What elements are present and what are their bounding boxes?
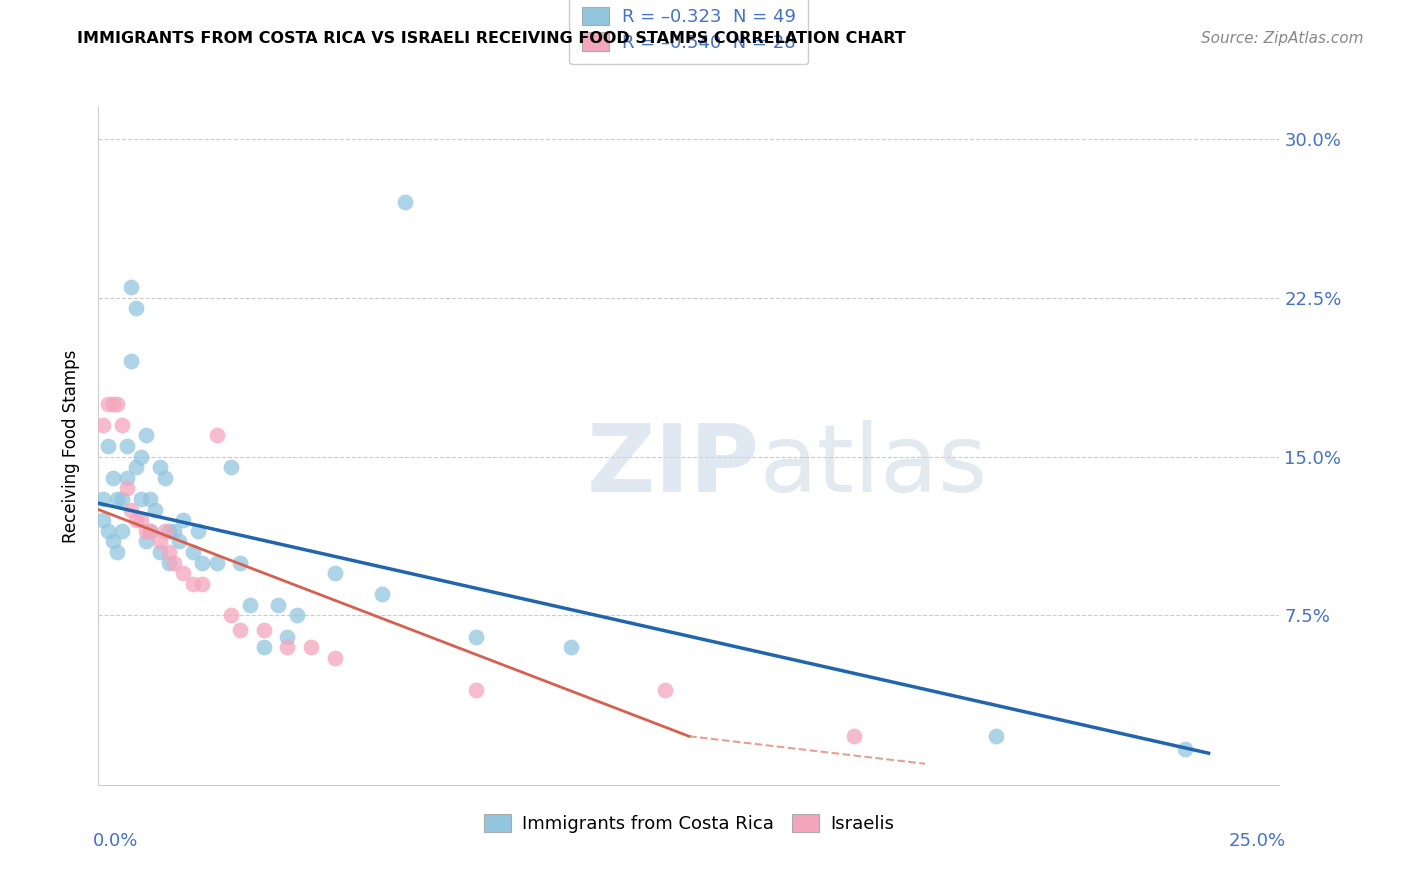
Point xyxy=(1174,742,1197,756)
Point xyxy=(219,460,242,475)
Point xyxy=(121,280,143,294)
Point xyxy=(129,491,152,506)
Point xyxy=(111,491,134,506)
Point xyxy=(276,630,298,644)
Point xyxy=(239,598,262,612)
Point xyxy=(97,396,120,410)
Point xyxy=(205,428,228,442)
Point xyxy=(143,502,166,516)
Point xyxy=(97,524,120,538)
Point xyxy=(229,624,252,638)
Point xyxy=(181,576,204,591)
Point xyxy=(101,471,124,485)
Point xyxy=(276,640,298,655)
Point xyxy=(139,524,162,538)
Point xyxy=(129,450,152,464)
Point xyxy=(129,513,152,527)
Point xyxy=(229,556,252,570)
Point xyxy=(172,513,194,527)
Point xyxy=(125,301,148,316)
Point xyxy=(163,524,186,538)
Point xyxy=(187,524,209,538)
Text: 25.0%: 25.0% xyxy=(1229,832,1285,850)
Text: IMMIGRANTS FROM COSTA RICA VS ISRAELI RECEIVING FOOD STAMPS CORRELATION CHART: IMMIGRANTS FROM COSTA RICA VS ISRAELI RE… xyxy=(77,31,905,46)
Point xyxy=(191,576,214,591)
Text: ZIP: ZIP xyxy=(586,420,759,512)
Point xyxy=(654,682,676,697)
Point xyxy=(163,556,186,570)
Y-axis label: Receiving Food Stamps: Receiving Food Stamps xyxy=(62,350,80,542)
Point xyxy=(560,640,582,655)
Point xyxy=(844,729,866,743)
Point xyxy=(285,608,308,623)
Point xyxy=(465,682,488,697)
Text: 0.0%: 0.0% xyxy=(93,832,138,850)
Point xyxy=(167,534,190,549)
Point xyxy=(97,439,120,453)
Point xyxy=(101,396,124,410)
Point xyxy=(135,534,157,549)
Text: Source: ZipAtlas.com: Source: ZipAtlas.com xyxy=(1201,31,1364,46)
Point xyxy=(111,417,134,432)
Point xyxy=(125,460,148,475)
Point xyxy=(153,471,176,485)
Point xyxy=(121,354,143,368)
Point xyxy=(219,608,242,623)
Point xyxy=(157,545,180,559)
Point xyxy=(101,534,124,549)
Point xyxy=(149,534,172,549)
Point xyxy=(149,460,172,475)
Point xyxy=(115,439,138,453)
Point xyxy=(205,556,228,570)
Point xyxy=(91,417,114,432)
Point xyxy=(153,524,176,538)
Point xyxy=(91,491,114,506)
Point xyxy=(91,513,114,527)
Point xyxy=(465,630,488,644)
Point xyxy=(111,524,134,538)
Point xyxy=(984,729,1007,743)
Point xyxy=(139,524,162,538)
Point xyxy=(181,545,204,559)
Point xyxy=(253,640,276,655)
Point xyxy=(121,502,143,516)
Point xyxy=(105,396,128,410)
Point xyxy=(323,651,346,665)
Point xyxy=(115,482,138,496)
Point xyxy=(135,428,157,442)
Point xyxy=(105,491,128,506)
Point xyxy=(149,545,172,559)
Point xyxy=(191,556,214,570)
Point xyxy=(299,640,322,655)
Point xyxy=(157,556,180,570)
Point xyxy=(139,491,162,506)
Point xyxy=(135,524,157,538)
Legend: Immigrants from Costa Rica, Israelis: Immigrants from Costa Rica, Israelis xyxy=(474,803,904,844)
Point xyxy=(157,524,180,538)
Point xyxy=(105,545,128,559)
Point xyxy=(371,587,394,601)
Point xyxy=(125,513,148,527)
Point xyxy=(253,624,276,638)
Point xyxy=(323,566,346,581)
Point xyxy=(115,471,138,485)
Point xyxy=(172,566,194,581)
Text: atlas: atlas xyxy=(759,420,988,512)
Point xyxy=(267,598,290,612)
Point xyxy=(394,195,416,210)
